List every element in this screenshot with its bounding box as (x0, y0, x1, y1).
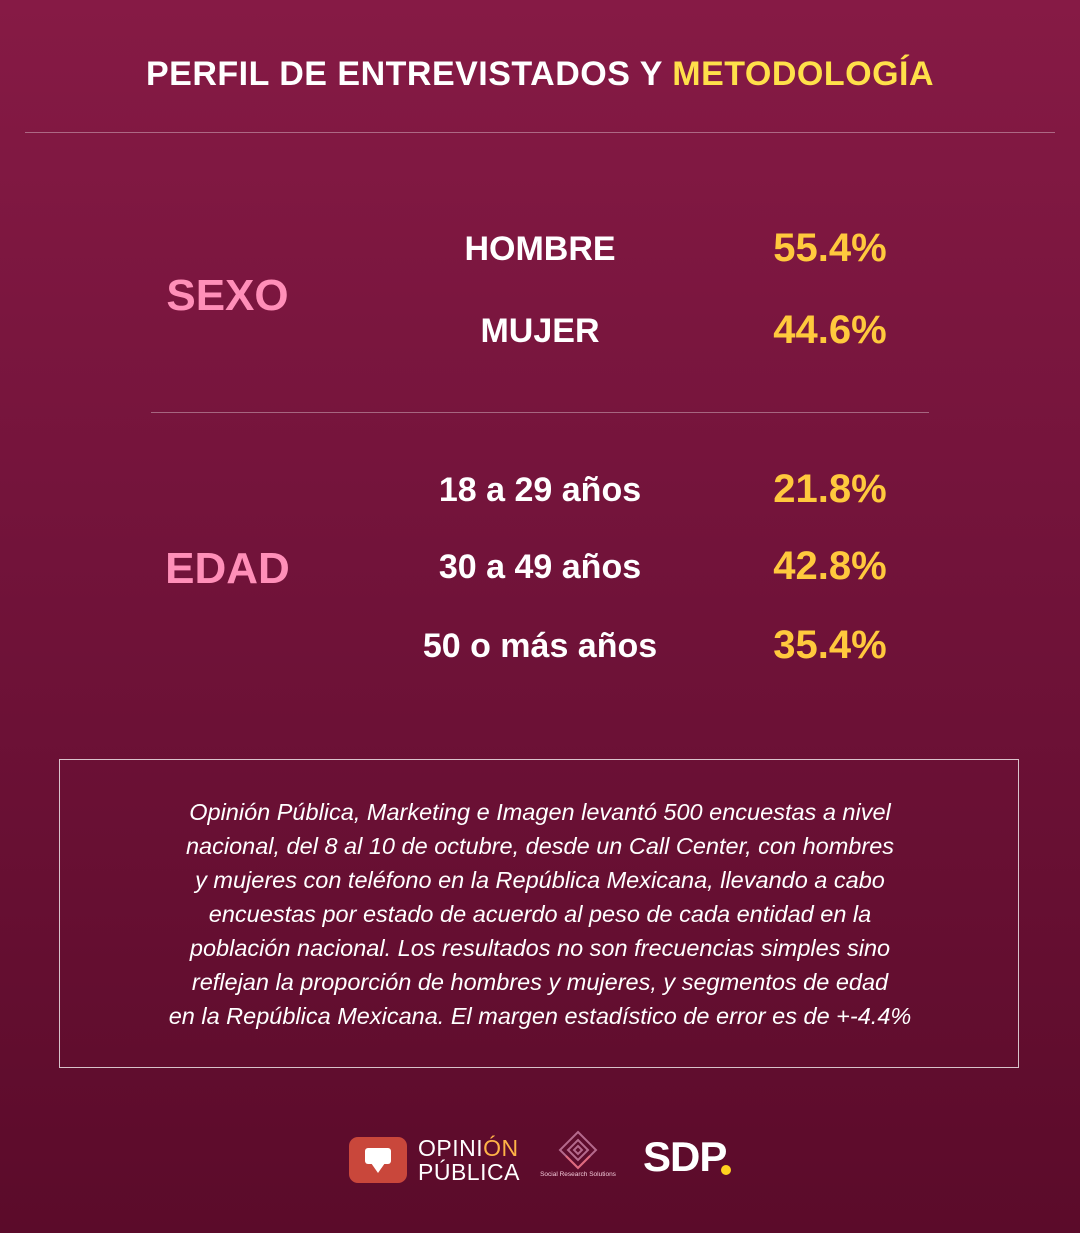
methodology-line: reflejan la proporción de hombres y muje… (191, 969, 889, 995)
sexo-row-value-mujer: 44.6% (773, 308, 887, 352)
edad-category-label: EDAD (165, 544, 290, 593)
methodology-line: población nacional. Los resultados no so… (189, 935, 891, 961)
sexo-category-label: SEXO (166, 271, 289, 320)
title-main: PERFIL DE ENTREVISTADOS Y (145, 55, 663, 93)
methodology-line: nacional, del 8 al 10 de octubre, desde … (185, 833, 895, 859)
methodology-line: en la República Mexicana. El margen esta… (168, 1003, 912, 1029)
section-divider (151, 412, 929, 413)
page-title: PERFIL DE ENTREVISTADOS Y METODOLOGÍA (0, 55, 1080, 94)
edad-row-value-30-49: 42.8% (773, 544, 887, 588)
top-divider (25, 132, 1055, 133)
sdp-logo-dot (721, 1165, 731, 1175)
opinion-publica-logo: OPINIÓN PÚBLICA (418, 1135, 520, 1185)
methodology-line: encuestas por estado de acuerdo al peso … (208, 901, 872, 927)
edad-row-value-50-plus: 35.4% (773, 623, 887, 667)
methodology-box (59, 759, 1019, 1068)
edad-row-label-50-plus: 50 o más años (422, 627, 658, 665)
social-research-solutions-logo-icon (558, 1130, 598, 1170)
sexo-row-label-hombre: HOMBRE (464, 230, 616, 268)
sdp-logo: SDP (643, 1133, 727, 1180)
edad-row-value-18-29: 21.8% (773, 467, 887, 511)
speech-bubble-icon (349, 1137, 407, 1183)
srs-logo-name: Social Research Solutions (540, 1171, 616, 1178)
sexo-row-label-mujer: MUJER (480, 312, 600, 350)
methodology-text: Opinión Pública, Marketing e Imagen leva… (80, 795, 1000, 1033)
methodology-line: y mujeres con teléfono en la República M… (195, 867, 885, 893)
title-highlight: METODOLOGÍA (672, 55, 935, 93)
sexo-row-value-hombre: 55.4% (773, 226, 887, 270)
edad-row-label-18-29: 18 a 29 años (438, 471, 642, 509)
methodology-line: Opinión Pública, Marketing e Imagen leva… (189, 799, 891, 825)
edad-row-label-30-49: 30 a 49 años (438, 548, 642, 586)
